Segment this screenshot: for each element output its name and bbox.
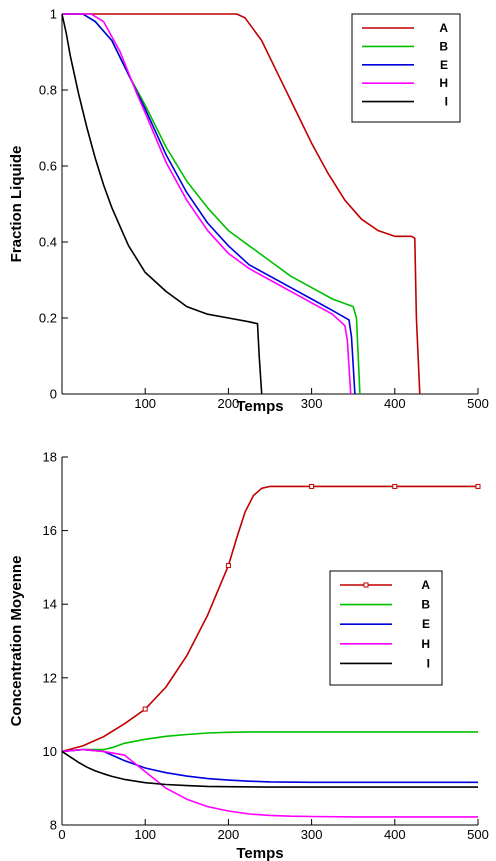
y-tick-label: 0.4 [39, 235, 57, 250]
legend-label-e: E [422, 617, 430, 631]
y-tick-label: 0.2 [39, 311, 57, 326]
x-tick-label: 100 [134, 827, 156, 842]
series-marker-a [392, 483, 398, 489]
legend-label-i: I [427, 656, 430, 670]
legend-box [351, 13, 461, 123]
x-tick-label: 200 [218, 396, 240, 411]
legend-label-e: E [440, 58, 448, 72]
fraction-liquide-chart: 100 200 300 400 500 0 0.2 0.4 0.6 0.8 1 Temps Fracti… [8, 7, 489, 416]
x-tick-label: 300 [301, 396, 323, 411]
y-tick-label: 18 [43, 450, 57, 465]
series-marker-a [225, 563, 231, 569]
x-tick-label: 500 [467, 396, 489, 411]
legend-label-b: B [421, 598, 430, 612]
x-tick-label: 400 [384, 827, 406, 842]
series-line-a [62, 13, 421, 395]
y-tick-label: 12 [43, 670, 57, 685]
series-line-e [61, 748, 478, 784]
x-axis-title: Temps [236, 398, 283, 415]
legend-label-h: H [439, 76, 448, 90]
legend-label-a: A [439, 21, 448, 35]
x-axis-title: Temps [236, 845, 283, 861]
x-tick-label: 300 [301, 827, 323, 842]
y-tick-label: 16 [43, 523, 57, 538]
legend-box [329, 570, 443, 686]
y-tick-label: 14 [43, 597, 57, 612]
x-tick-label: 100 [134, 396, 156, 411]
series-line-a [61, 485, 478, 753]
x-tick-label: 500 [467, 827, 489, 842]
legend-label-b: B [439, 39, 448, 53]
series-marker-a [142, 706, 148, 712]
series-line-b [62, 13, 361, 395]
x-tick-label: 0 [58, 827, 65, 842]
series-line-h [62, 13, 352, 395]
y-tick-label: 1 [50, 7, 57, 22]
legend-label-a: A [421, 578, 430, 592]
x-tick-label: 400 [384, 396, 406, 411]
series-line-b [61, 731, 478, 753]
x-tick-label: 200 [218, 827, 240, 842]
y-axis-title: Concentration Moyenne [8, 556, 25, 727]
series-marker-a [475, 483, 481, 489]
legend-label-h: H [421, 637, 430, 651]
y-axis-title: Fraction Liquide [8, 146, 25, 263]
series-line-i [61, 13, 263, 395]
series-line-i [61, 750, 478, 788]
series-marker-a [309, 483, 315, 489]
y-tick-label: 0 [50, 387, 57, 402]
legend-marker-a [363, 582, 369, 588]
legend-label-i: I [445, 95, 448, 109]
y-tick-label: 10 [43, 744, 57, 759]
series-line-h [61, 748, 478, 818]
concentration-moyenne-chart: 0 100 200 300 400 500 8 10 12 14 16 18 Temps Concentr… [8, 450, 489, 861]
y-tick-label: 0.6 [39, 159, 57, 174]
series-line-e [62, 13, 356, 395]
y-tick-label: 0.8 [39, 83, 57, 98]
y-tick-label: 8 [50, 818, 57, 833]
